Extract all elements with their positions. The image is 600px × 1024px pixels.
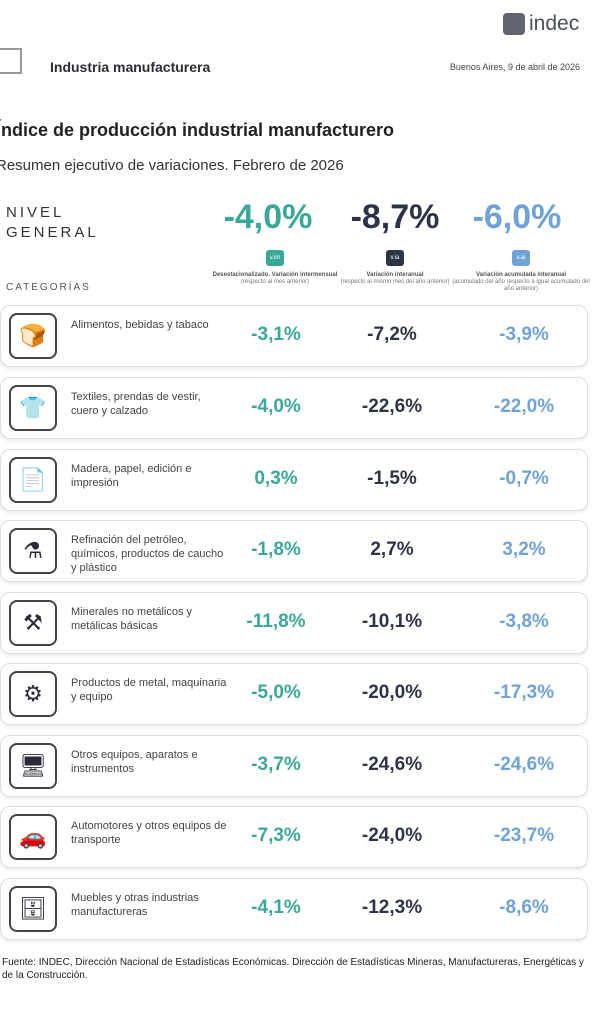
category-row: ⚒ Minerales no metálicos y metálicas bás… [0,592,588,654]
column-label-vai: Variación acumulada interanual (acumulado… [452,272,590,292]
value-via: -10,1% [361,611,423,632]
category-label: Refinación del petróleo, químicos, produ… [71,534,224,574]
category-row: 🚗 Automotores y otros equipos de transpo… [0,806,588,868]
indec-logo-icon [503,13,525,35]
category-row: ⚗ Refinación del petróleo, químicos, pro… [0,520,588,582]
category-label: Automotores y otros equipos de transport… [71,820,227,846]
category-row: 🖥 Otros equipos, aparatos e instrumentos… [0,735,588,797]
value-vim: -5,0% [251,682,301,703]
category-label: Madera, papel, edición e impresión [71,463,192,489]
category-label: Otros equipos, aparatos e instrumentos [71,749,198,775]
category-row: 🗄 Muebles y otras industrias manufacture… [0,878,588,940]
value-vim: -4,1% [251,897,301,918]
vehicle-icon: 🚗 [9,814,57,860]
page-subtitle: Resumen ejecutivo de variaciones. Febrer… [0,157,344,174]
category-row: 👕 Textiles, prendas de vestir, cuero y c… [0,377,588,439]
category-row: 📄 Madera, papel, edición e impresión 0,3… [0,449,588,511]
nivel-general-vai: -6,0% [472,198,562,236]
value-vim: -4,0% [251,396,301,417]
page-title: Índice de producción industrial manufact… [0,120,395,140]
furniture-icon: 🗄 [9,886,57,932]
value-vim: -7,3% [251,825,301,846]
column-label-vim: Desestacionalizado. Variación intermensu… [212,272,338,285]
category-label: Alimentos, bebidas y tabaco [71,319,209,331]
category-row: 🍞 Alimentos, bebidas y tabaco -3,1% -7,2… [0,305,588,367]
category-label: Minerales no metálicos y metálicas básic… [71,606,193,632]
category-row: ⚙ Productos de metal, maquinaria y equip… [0,663,588,725]
value-via: -24,0% [361,825,423,846]
value-via: -22,6% [361,396,423,417]
factory-icon [0,48,22,74]
value-vim: -3,1% [251,324,301,345]
nivel-general-via: -8,7% [350,198,440,236]
value-via: -20,0% [361,682,423,703]
value-vim: -3,7% [251,754,301,775]
monitor-icon: 🖥 [9,743,57,789]
value-vai: -24,6% [493,754,555,775]
badge-vim: v.im [266,250,284,266]
value-vai: -8,6% [499,897,549,918]
value-via: -1,5% [367,468,417,489]
value-vai: 3,2% [502,539,546,560]
refinery-icon: ⚗ [9,528,57,574]
value-via: 2,7% [370,539,414,560]
badge-vai: v.ai [512,250,530,266]
value-vai: -17,3% [493,682,555,703]
column-label-via: Variación interanual (respecto al mismo m… [340,272,450,285]
logo-text: indec [529,12,580,35]
paper-icon: 📄 [9,457,57,503]
minerals-icon: ⚒ [9,600,57,646]
category-label: Textiles, prendas de vestir, cuero y cal… [71,391,201,417]
food-icon: 🍞 [9,313,57,359]
source-note: Fuente: INDEC, Dirección Nacional de Est… [2,957,584,981]
value-via: -7,2% [367,324,417,345]
badge-via: v.ia [386,250,404,266]
value-vai: -3,9% [499,324,549,345]
value-vim: -11,8% [246,611,306,632]
value-vim: -1,8% [251,539,301,560]
date: Buenos Aires, 9 de abril de 2026 [449,62,580,72]
nivel-general-vim: -4,0% [223,198,313,236]
value-vai: -3,8% [499,611,549,632]
value-vai: -22,0% [493,396,555,417]
textile-icon: 👕 [9,385,57,431]
value-via: -24,6% [361,754,423,775]
value-vai: -0,7% [499,468,549,489]
nivel-general-label: NIVEL GENERAL [6,204,99,241]
value-via: -12,3% [361,897,423,918]
value-vai: -23,7% [493,825,555,846]
indec-logo: indec [503,12,579,36]
categories-label: CATEGORÍAS [6,282,91,293]
category-label: Productos de metal, maquinaria y equipo [71,677,227,703]
value-vim: 0,3% [254,468,298,489]
category-label: Muebles y otras industrias manufacturera… [71,892,199,918]
section-title: Industria manufacturera [50,59,211,75]
machinery-icon: ⚙ [9,671,57,717]
